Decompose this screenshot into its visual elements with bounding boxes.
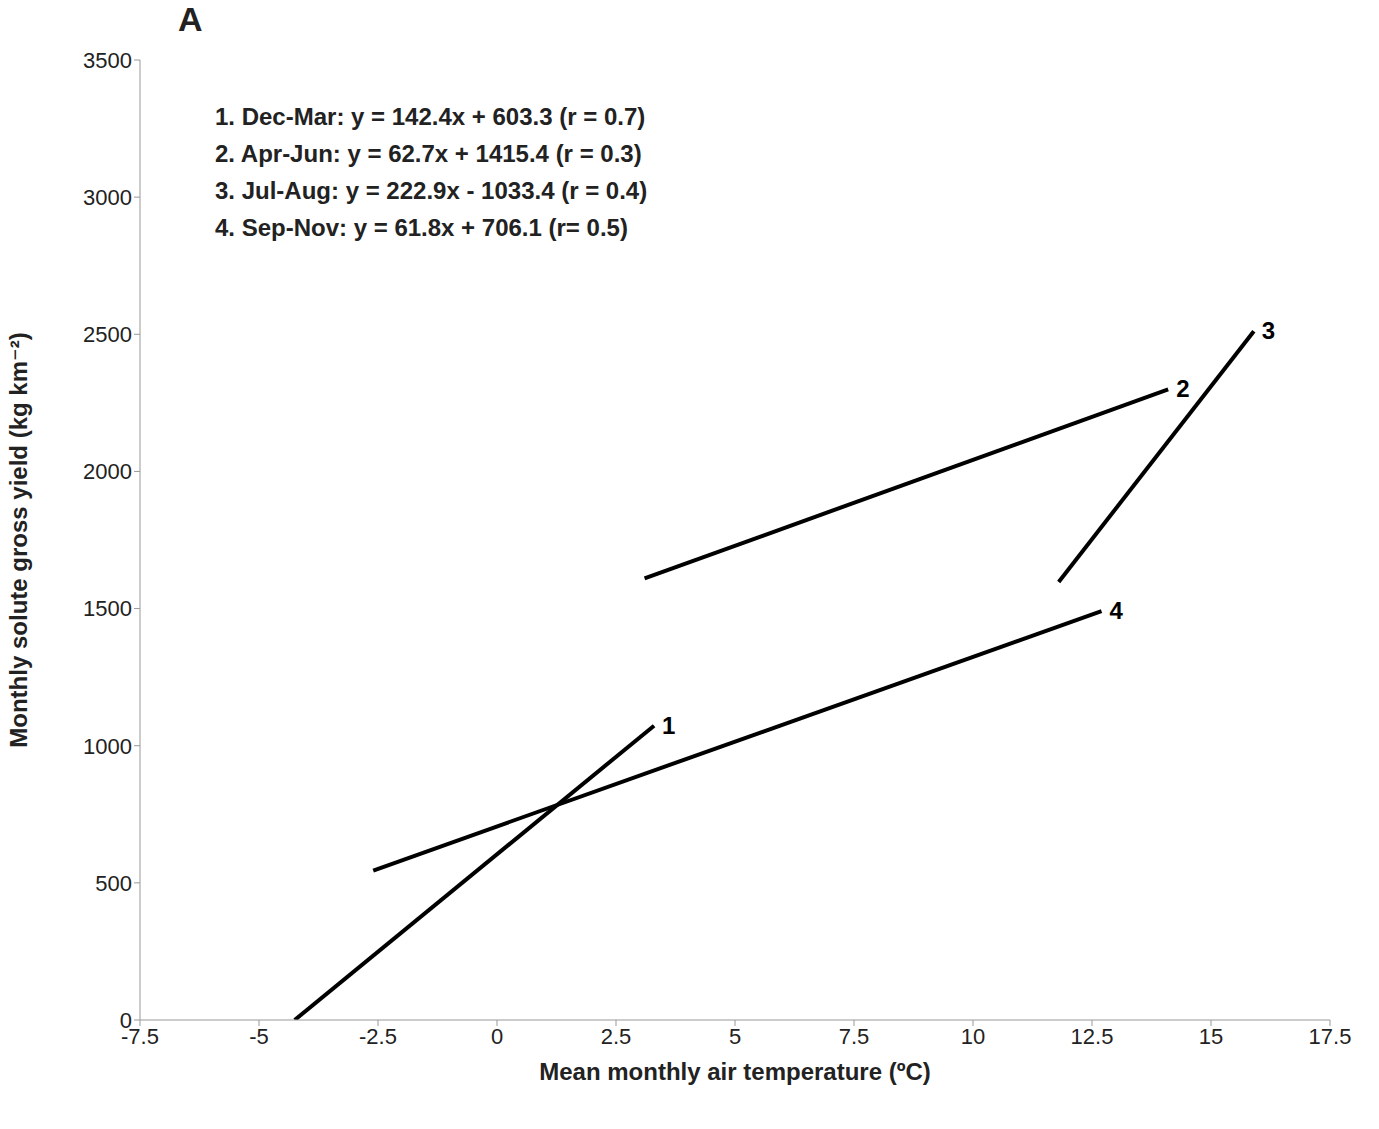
svg-text:12.5: 12.5 xyxy=(1071,1024,1114,1049)
svg-text:-2.5: -2.5 xyxy=(359,1024,397,1049)
svg-text:1500: 1500 xyxy=(83,596,132,621)
svg-text:10: 10 xyxy=(961,1024,985,1049)
svg-text:3: 3 xyxy=(1262,317,1275,344)
svg-text:Monthly solute gross yield (kg: Monthly solute gross yield (kg km⁻²) xyxy=(8,332,32,747)
svg-text:2.5: 2.5 xyxy=(601,1024,632,1049)
svg-text:3500: 3500 xyxy=(83,48,132,73)
svg-text:17.5: 17.5 xyxy=(1309,1024,1352,1049)
svg-text:0: 0 xyxy=(120,1008,132,1033)
svg-text:-7.5: -7.5 xyxy=(121,1023,159,1049)
svg-text:0: 0 xyxy=(491,1024,503,1049)
svg-text:5: 5 xyxy=(729,1024,741,1049)
svg-text:3000: 3000 xyxy=(83,185,132,210)
svg-text:-5: -5 xyxy=(249,1024,269,1049)
html-text:1. Dec-Mar: y = 142.4x + 603.3: 1. Dec-Mar: y = 142.4x + 603.3 (r = 0.7) xyxy=(215,103,646,130)
svg-text:Mean monthly air temperature (: Mean monthly air temperature (ºC) xyxy=(539,1058,931,1085)
html-text:2. Apr-Jun: y = 62.7x + 1415.4: 2. Apr-Jun: y = 62.7x + 1415.4 (r = 0.3) xyxy=(215,140,642,167)
html-text:3. Jul-Aug: y = 222.9x - 1033.: 3. Jul-Aug: y = 222.9x - 1033.4 (r = 0.4… xyxy=(215,177,648,204)
html-text:A: A xyxy=(178,0,203,38)
svg-text:1: 1 xyxy=(662,712,675,739)
svg-text:2: 2 xyxy=(1176,375,1189,402)
svg-text:1000: 1000 xyxy=(83,734,132,759)
svg-text:15: 15 xyxy=(1199,1024,1223,1049)
svg-text:500: 500 xyxy=(95,871,132,896)
svg-text:2000: 2000 xyxy=(83,459,132,484)
html-text:4. Sep-Nov: y = 61.8x + 706.1: 4. Sep-Nov: y = 61.8x + 706.1 (r= 0.5) xyxy=(215,214,628,241)
svg-text:2500: 2500 xyxy=(83,322,132,347)
svg-text:4: 4 xyxy=(1110,597,1124,624)
svg-text:7.5: 7.5 xyxy=(839,1024,870,1049)
